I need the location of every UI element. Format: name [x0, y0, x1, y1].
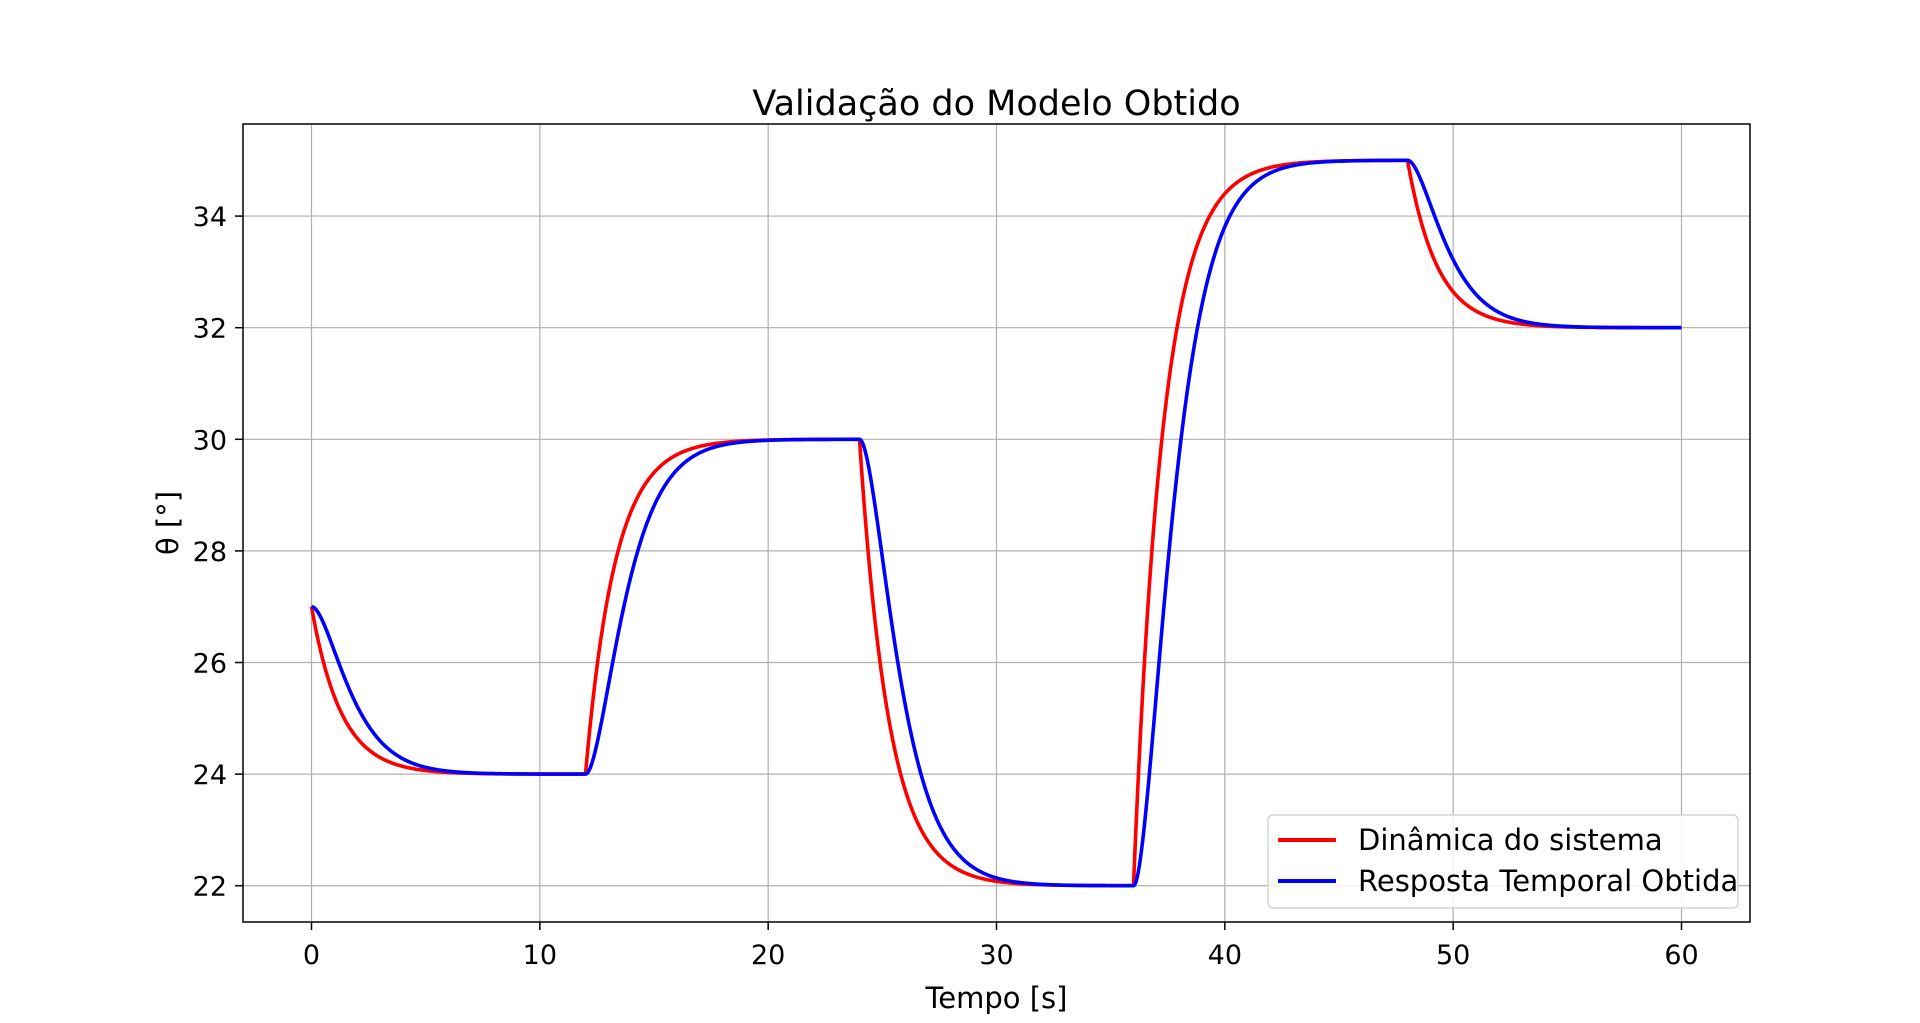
x-tick-label: 0	[303, 940, 320, 971]
x-tick-label: 20	[751, 940, 785, 971]
x-axis: 0 10 20 30 40 50 60	[303, 922, 1699, 971]
x-tick-label: 30	[979, 940, 1013, 971]
x-axis-label: Tempo [s]	[925, 981, 1068, 1015]
y-tick-label: 26	[193, 649, 227, 680]
x-tick-label: 10	[523, 940, 557, 971]
y-tick-label: 24	[193, 760, 227, 791]
y-axis: 22 24 26 28 30 32 34	[193, 202, 243, 903]
chart-title: Validação do Modelo Obtido	[752, 84, 1240, 124]
x-tick-label: 40	[1208, 940, 1242, 971]
y-tick-label: 34	[193, 202, 227, 233]
series-line-1	[310, 158, 1683, 888]
y-tick-label: 30	[193, 425, 227, 456]
grid	[243, 124, 1750, 922]
legend-label-resposta: Resposta Temporal Obtida	[1358, 864, 1738, 898]
y-tick-label: 22	[193, 872, 227, 903]
x-tick-label: 50	[1436, 940, 1470, 971]
legend-box	[1267, 814, 1739, 909]
legend-label-dinamica: Dinâmica do sistema	[1358, 823, 1663, 857]
y-tick-label: 32	[193, 314, 227, 345]
x-tick-label: 60	[1664, 940, 1698, 971]
y-axis-label: θ [°]	[151, 491, 185, 555]
series-layer	[309, 158, 1683, 888]
y-tick-label: 28	[193, 537, 227, 568]
legend: Dinâmica do sistema Resposta Temporal Ob…	[1267, 814, 1739, 909]
